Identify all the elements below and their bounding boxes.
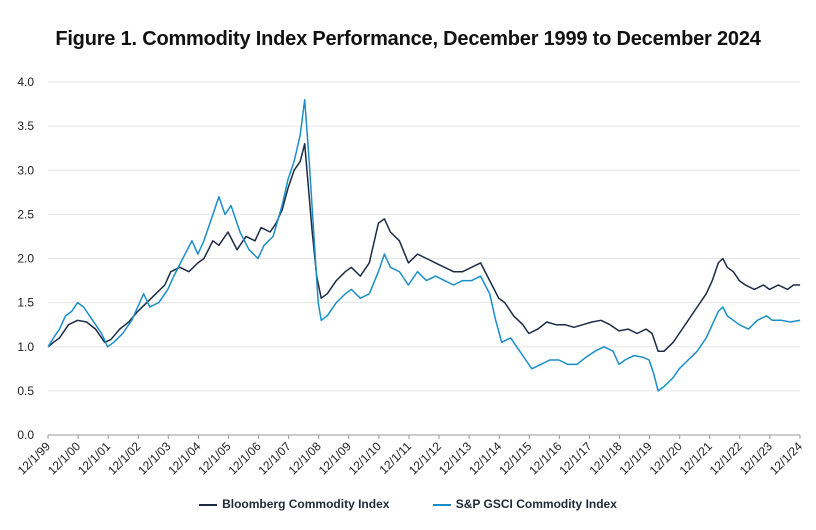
legend-label-gsci: S&P GSCI Commodity Index	[455, 496, 617, 511]
series-lines	[47, 98, 801, 392]
x-tick-label: 12/1/22	[707, 439, 745, 477]
x-tick-label: 12/1/12	[406, 439, 444, 477]
y-tick-label: 4.0	[17, 75, 34, 89]
y-tick-label: 0.5	[17, 384, 34, 398]
y-tick-label: 3.0	[17, 163, 34, 177]
x-tick-label: 12/1/16	[526, 439, 564, 477]
legend-swatch-bloomberg	[199, 503, 218, 506]
legend-item-gsci: S&P GSCI Commodity Index	[432, 496, 617, 511]
x-tick-label: 12/1/09	[316, 439, 354, 477]
x-tick-label: 12/1/20	[647, 439, 685, 477]
y-tick-label: 1.5	[17, 296, 34, 310]
y-tick-label: 2.0	[17, 252, 34, 266]
x-axis-ticks: 12/1/9912/1/0012/1/0112/1/0212/1/0312/1/…	[15, 435, 805, 477]
x-tick-label: 12/1/24	[767, 439, 805, 477]
x-tick-label: 12/1/18	[586, 439, 624, 477]
x-tick-label: 12/1/05	[195, 439, 233, 477]
x-tick-label: 12/1/23	[737, 439, 775, 477]
x-tick-label: 12/1/21	[677, 439, 715, 477]
y-tick-label: 1.0	[17, 340, 34, 354]
x-tick-label: 12/1/04	[165, 439, 203, 477]
y-tick-label: 2.5	[17, 207, 34, 221]
x-tick-label: 12/1/19	[617, 439, 655, 477]
gridlines	[48, 81, 800, 436]
legend-swatch-gsci	[432, 503, 451, 506]
x-tick-label: 12/1/10	[346, 439, 384, 477]
y-axis-ticks: 0.0 0.5 1.0 1.5 2.0 2.5 3.0 3.5 4.0	[17, 75, 34, 442]
x-tick-label: 12/1/00	[45, 439, 83, 477]
legend-label-bloomberg: Bloomberg Commodity Index	[222, 496, 390, 511]
x-tick-label: 12/1/14	[466, 439, 504, 477]
series-line-gsci	[47, 98, 801, 392]
x-tick-label: 12/1/15	[496, 439, 534, 477]
x-tick-label: 12/1/06	[225, 439, 263, 477]
x-tick-label: 12/1/07	[256, 439, 294, 477]
y-tick-label: 0.0	[17, 428, 34, 442]
y-tick-label: 3.5	[17, 119, 34, 133]
x-tick-label: 12/1/08	[286, 439, 324, 477]
x-tick-label: 12/1/03	[135, 439, 173, 477]
x-tick-label: 12/1/02	[105, 439, 143, 477]
legend: Bloomberg Commodity Index S&P GSCI Commo…	[0, 496, 816, 511]
x-tick-label: 12/1/01	[75, 439, 113, 477]
legend-item-bloomberg: Bloomberg Commodity Index	[199, 497, 389, 511]
x-tick-label: 12/1/13	[436, 439, 474, 477]
chart-title: Figure 1. Commodity Index Performance, D…	[55, 28, 761, 50]
x-tick-label: 12/1/99	[15, 439, 53, 477]
series-line-bloomberg	[47, 143, 801, 352]
x-tick-label: 12/1/17	[556, 439, 594, 477]
